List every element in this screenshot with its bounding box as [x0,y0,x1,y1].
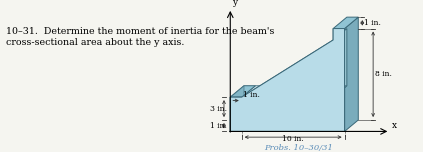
Text: 1 in.: 1 in. [364,19,381,27]
Polygon shape [333,17,358,29]
Polygon shape [230,29,345,131]
Text: 1 in.: 1 in. [210,122,227,130]
Text: 10 in.: 10 in. [282,135,304,143]
Text: Probs. 10–30/31: Probs. 10–30/31 [264,144,333,152]
Polygon shape [345,17,358,131]
Polygon shape [230,86,255,97]
Polygon shape [242,86,347,97]
Polygon shape [230,29,345,131]
Text: 1 in.: 1 in. [243,91,260,99]
Text: 3 in.: 3 in. [210,105,227,113]
Text: y: y [232,0,237,7]
Polygon shape [230,86,244,131]
Text: 8 in.: 8 in. [375,70,392,78]
Text: x: x [391,121,396,130]
Polygon shape [333,29,347,97]
Text: 10–31.  Determine the moment of inertia for the beam's
cross-sectional area abou: 10–31. Determine the moment of inertia f… [6,27,274,47]
